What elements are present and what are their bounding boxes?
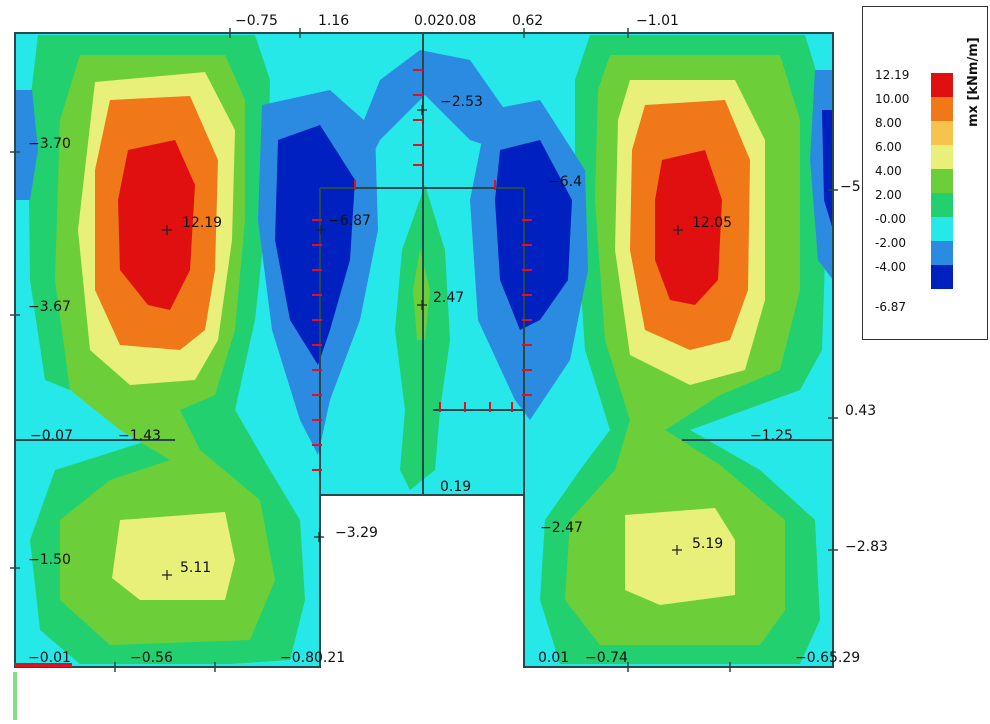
label-min-right: −6.4 bbox=[548, 174, 582, 190]
support-markers bbox=[15, 69, 532, 667]
legend-swatches bbox=[931, 73, 953, 289]
label-right-bar: −1.25 bbox=[750, 428, 793, 444]
label-right-edge-mid: 0.43 bbox=[845, 403, 876, 419]
band-right-red bbox=[655, 150, 722, 305]
legend-swatch-1 bbox=[931, 73, 953, 97]
label-top-4: 0.62 bbox=[512, 13, 543, 29]
legend-swatch-2 bbox=[931, 97, 953, 121]
legend-level-5: 4.00 bbox=[875, 164, 902, 178]
label-opening-top: 0.19 bbox=[440, 479, 471, 495]
label-peak-left: 12.19 bbox=[182, 215, 222, 231]
label-left-bar-b: −1.43 bbox=[118, 428, 161, 444]
legend-level-4: 6.00 bbox=[875, 140, 902, 154]
legend-level-7: -0.00 bbox=[875, 212, 906, 226]
label-bottom-6: −0.65.29 bbox=[795, 650, 860, 666]
plate-outline bbox=[14, 32, 834, 668]
legend-level-10: -6.87 bbox=[875, 300, 906, 314]
legend-swatch-8 bbox=[931, 241, 953, 265]
label-bottom-4: 0.01 bbox=[538, 650, 569, 666]
legend-swatch-4 bbox=[931, 145, 953, 169]
legend-level-6: 2.00 bbox=[875, 188, 902, 202]
label-bottom-3: −0.80.21 bbox=[280, 650, 345, 666]
label-peak-right: 12.05 bbox=[692, 215, 732, 231]
label-bottom-1: −0.01 bbox=[28, 650, 71, 666]
legend-level-2: 10.00 bbox=[875, 92, 909, 106]
label-left-mid: −3.67 bbox=[28, 299, 71, 315]
legend-swatch-9 bbox=[931, 265, 953, 289]
band-centre-blue bbox=[360, 50, 505, 170]
label-top-1: −0.75 bbox=[235, 13, 278, 29]
band-left-edge-blue bbox=[15, 90, 38, 200]
band-right-low-yellow bbox=[625, 508, 735, 605]
legend-swatch-5 bbox=[931, 169, 953, 193]
legend-title: mx [kNm/m] bbox=[966, 37, 981, 127]
label-bottom-5: −0.74 bbox=[585, 650, 628, 666]
legend-level-3: 8.00 bbox=[875, 116, 902, 130]
label-opening-left: −3.29 bbox=[335, 525, 378, 541]
label-centre-mid: 2.47 bbox=[433, 290, 464, 306]
legend-level-1: 12.19 bbox=[875, 68, 909, 82]
legend-swatch-7 bbox=[931, 217, 953, 241]
legend-level-8: -2.00 bbox=[875, 236, 906, 250]
band-right-edge-darkblue bbox=[822, 110, 833, 230]
band-centre-lightgreen bbox=[413, 250, 430, 340]
label-centre-top: −2.53 bbox=[440, 94, 483, 110]
legend-level-9: -4.00 bbox=[875, 260, 906, 274]
legend-swatch-3 bbox=[931, 121, 953, 145]
peak-markers bbox=[162, 105, 683, 580]
legend-swatch-6 bbox=[931, 193, 953, 217]
band-left-low-yellow bbox=[112, 512, 235, 600]
value-labels: −0.75 1.16 0.020.08 0.62 −1.01 −3.70 −3.… bbox=[28, 13, 888, 666]
label-top-3: 0.020.08 bbox=[414, 13, 476, 29]
legend: 12.19 10.00 8.00 6.00 4.00 2.00 -0.00 -2… bbox=[862, 6, 988, 340]
label-top-2: 1.16 bbox=[318, 13, 349, 29]
legend-graphic: 12.19 10.00 8.00 6.00 4.00 2.00 -0.00 -2… bbox=[875, 37, 981, 314]
edge-ticks bbox=[10, 28, 838, 672]
label-low-left-peak: 5.11 bbox=[180, 560, 211, 576]
label-left-upper: −3.70 bbox=[28, 136, 71, 152]
label-top-5: −1.01 bbox=[636, 13, 679, 29]
label-right-edge-low: −2.83 bbox=[845, 539, 888, 555]
legend-levels: 12.19 10.00 8.00 6.00 4.00 2.00 -0.00 -2… bbox=[875, 68, 909, 314]
label-left-low: −1.50 bbox=[28, 552, 71, 568]
label-low-right-peak: 5.19 bbox=[692, 536, 723, 552]
contour-fill bbox=[15, 33, 833, 667]
label-bottom-2: −0.56 bbox=[130, 650, 173, 666]
label-min-left: −6.87 bbox=[328, 213, 371, 229]
band-left-red bbox=[118, 140, 195, 310]
label-left-bar-a: −0.07 bbox=[30, 428, 73, 444]
label-opening-right: −2.47 bbox=[540, 520, 583, 536]
